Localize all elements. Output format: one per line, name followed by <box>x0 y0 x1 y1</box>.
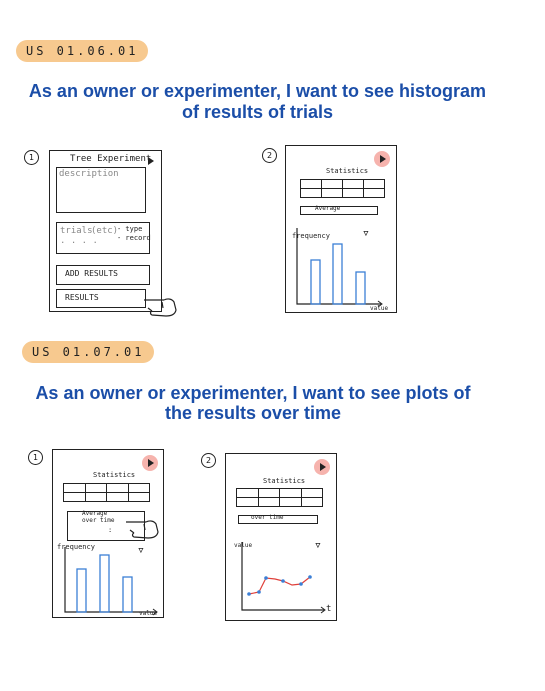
story-tag-1: US 01.06.01 <box>16 40 149 62</box>
trials-meta: (etc) <box>91 226 119 236</box>
add-results-label: ADD RESULTS <box>65 269 118 278</box>
story-title-2-line1: As an owner or experimenter, I want to s… <box>35 383 471 403</box>
dropdown-more: : <box>108 526 113 534</box>
dropdown-value: over time <box>251 514 284 521</box>
experiment-title: Tree Experiment <box>70 154 152 164</box>
results-label: RESULTS <box>65 293 99 302</box>
data-point <box>264 576 268 580</box>
story-title-2-line2: the results over time <box>164 403 342 423</box>
x-axis-label: t <box>326 604 332 614</box>
statistics-screen-over-time: Statistics over time value ▿ t <box>225 453 337 621</box>
histogram-bar <box>310 259 321 305</box>
statistic-dropdown[interactable]: over time <box>238 514 318 524</box>
play-icon[interactable] <box>142 455 158 471</box>
x-axis-label: value <box>370 305 389 312</box>
results-button[interactable]: RESULTS <box>56 289 146 308</box>
statistics-table <box>236 488 323 507</box>
statistics-table <box>300 179 385 198</box>
description-label: description <box>59 169 119 179</box>
histogram-bar <box>332 243 343 305</box>
y-axis-label: value <box>234 542 253 549</box>
statistics-header: Statistics <box>326 167 369 175</box>
dropdown-option-over-time[interactable]: over time <box>82 517 115 524</box>
story-title-1-line2: of results of trials <box>181 102 334 122</box>
y-axis-label: frequency <box>57 543 95 551</box>
story-title-1-line1: As an owner or experimenter, I want to s… <box>28 81 487 101</box>
step-number: 2 <box>201 453 216 468</box>
data-point <box>308 575 312 579</box>
data-point <box>299 582 303 586</box>
data-point <box>247 592 251 596</box>
step-number: 1 <box>28 450 43 465</box>
x-axis-label: value <box>139 610 158 617</box>
dropdown-value: Average <box>315 205 341 212</box>
statistics-screen-dropdown-open: Statistics Average over time : frequency… <box>52 449 164 618</box>
statistics-header: Statistics <box>263 477 306 485</box>
experiment-screen: Tree Experiment description trials (etc)… <box>49 150 162 312</box>
trials-record: - record <box>117 234 151 242</box>
trials-list[interactable]: trials (etc) . . . . - type - record <box>56 222 151 254</box>
play-icon[interactable] <box>314 459 330 475</box>
trials-label: trials <box>60 226 93 236</box>
data-point <box>257 590 261 594</box>
statistics-header: Statistics <box>93 471 136 479</box>
trials-dots: . . . . <box>60 236 98 246</box>
histogram-chart <box>296 228 383 308</box>
filter-icon[interactable]: ▿ <box>314 538 322 553</box>
dropdown-option-average[interactable]: Average <box>82 510 108 517</box>
statistics-screen: Statistics Average frequency ▿ value <box>285 145 397 313</box>
histogram-chart <box>64 547 158 616</box>
description-box: description <box>56 167 146 213</box>
filter-icon[interactable]: ▿ <box>137 543 145 558</box>
play-icon[interactable] <box>142 153 158 169</box>
line-chart <box>241 542 326 614</box>
add-results-button[interactable]: ADD RESULTS <box>56 265 150 285</box>
histogram-bar <box>76 568 87 613</box>
filter-icon[interactable]: ▿ <box>362 226 370 241</box>
step-number: 1 <box>24 150 39 165</box>
statistics-table <box>63 483 150 502</box>
pointing-hand-icon <box>126 520 159 539</box>
story-tag-2: US 01.07.01 <box>22 341 155 363</box>
histogram-bar <box>355 271 366 305</box>
pointing-hand-icon <box>144 298 177 317</box>
step-number: 2 <box>262 148 277 163</box>
statistic-dropdown[interactable]: Average <box>300 205 378 215</box>
play-icon[interactable] <box>374 151 390 167</box>
trials-type: - type <box>117 225 143 233</box>
y-axis-label: frequency <box>292 232 330 240</box>
histogram-bar <box>122 576 133 613</box>
data-point <box>281 579 285 583</box>
histogram-bar <box>99 554 110 613</box>
